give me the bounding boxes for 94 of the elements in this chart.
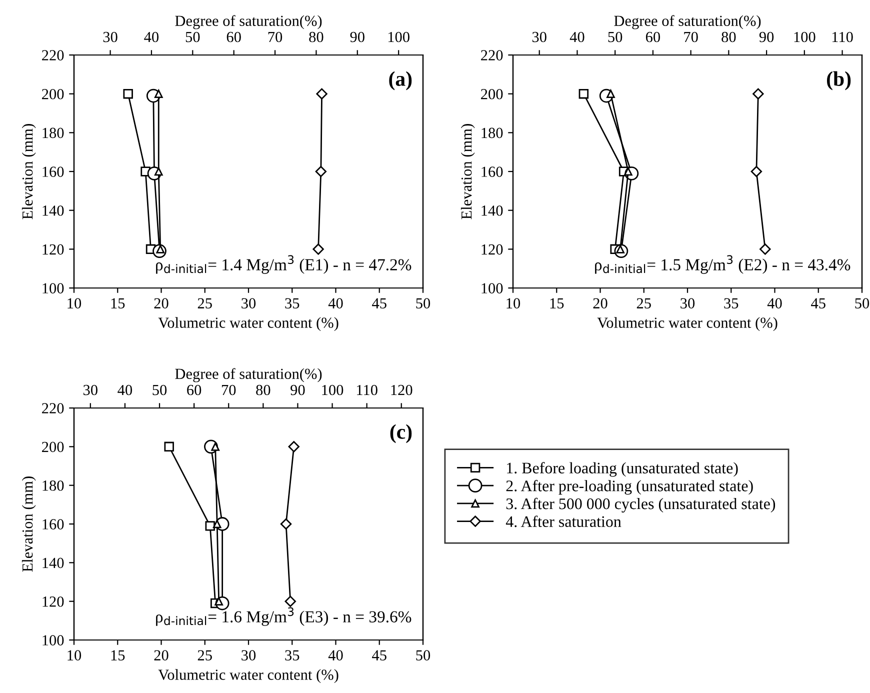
x2-tick-label: 110 xyxy=(832,32,853,42)
x-axis-title: Volumetric water content (%) xyxy=(158,669,338,683)
x2-tick-label: 80 xyxy=(256,384,270,396)
x2-tick-label: 50 xyxy=(152,384,167,396)
legend-label: 1. Before loading (unsaturated state) xyxy=(507,462,738,477)
x-axis-title: Volumetric water content (%) xyxy=(158,317,338,331)
annotation: (a) xyxy=(389,71,412,90)
x-tick-label: 20 xyxy=(154,298,168,308)
y-tick-label: 160 xyxy=(42,166,64,177)
x-tick-label: 50 xyxy=(416,298,430,308)
x2-tick-label: 100 xyxy=(322,384,344,396)
y-tick-label: 120 xyxy=(482,244,503,255)
x-tick-label: 20 xyxy=(154,650,168,660)
x2-tick-label: 50 xyxy=(608,32,622,42)
x2-tick-label: 50 xyxy=(186,32,200,42)
y-tick-label: 160 xyxy=(482,166,503,177)
x-tick-label: 45 xyxy=(372,298,386,308)
x-tick-label: 50 xyxy=(855,298,870,308)
y-tick-label: 200 xyxy=(481,88,503,100)
x2-axis-title: Degree of saturation(%) xyxy=(614,15,761,30)
x-tick-label: 15 xyxy=(111,650,125,660)
y-axis-title: Elevation (mm) xyxy=(22,124,36,220)
x2-tick-label: 60 xyxy=(187,384,202,396)
x-tick-label: 40 xyxy=(328,650,343,660)
x-tick-label: 25 xyxy=(636,298,651,308)
x-tick-label: 40 xyxy=(767,298,782,308)
y-tick-label: 180 xyxy=(42,480,64,491)
y-tick-label: 100 xyxy=(42,635,64,646)
y-tick-label: 120 xyxy=(42,244,64,255)
y-tick-label: 160 xyxy=(42,519,64,530)
x-tick-label: 45 xyxy=(811,298,826,308)
x2-tick-label: 90 xyxy=(759,32,774,42)
x2-tick-label: 40 xyxy=(570,32,584,42)
x-tick-label: 35 xyxy=(285,298,300,308)
x2-axis-title: Degree of saturation(%) xyxy=(175,15,322,30)
x2-tick-label: 80 xyxy=(722,32,736,42)
x2-tick-label: 30 xyxy=(84,384,98,396)
x2-tick-label: 60 xyxy=(646,32,660,42)
x2-tick-label: 100 xyxy=(388,32,410,42)
x-tick-label: 10 xyxy=(68,298,82,308)
x2-tick-label: 100 xyxy=(794,32,816,42)
x-tick-label: 15 xyxy=(550,298,564,308)
annotation: ρ$_{d-initial}$= 1.5 Mg/m$^{3}$ (E2) - n = 43.4% xyxy=(595,255,850,274)
x2-tick-label: 110 xyxy=(356,384,378,396)
x-tick-label: 10 xyxy=(68,650,82,660)
y-tick-label: 220 xyxy=(481,50,503,60)
x2-tick-label: 70 xyxy=(268,32,282,42)
x-tick-label: 30 xyxy=(242,650,256,660)
legend-label: 3. After 500 000 cycles (unsaturated state) xyxy=(506,498,776,513)
x-tick-label: 35 xyxy=(285,650,300,660)
legend-label: 4. After saturation xyxy=(506,516,622,528)
x-tick-label: 35 xyxy=(724,298,738,308)
x-tick-label: 25 xyxy=(198,298,212,308)
annotation: (b) xyxy=(826,71,851,90)
x2-tick-label: 60 xyxy=(226,32,241,42)
x-tick-label: 25 xyxy=(198,650,212,660)
x-tick-label: 10 xyxy=(506,298,520,308)
x-tick-label: 30 xyxy=(242,298,256,308)
y-tick-label: 140 xyxy=(482,205,503,216)
legend-label: 2. After pre-loading (unsaturated state) xyxy=(506,480,753,495)
y-tick-label: 140 xyxy=(42,558,64,568)
x-tick-label: 40 xyxy=(328,298,343,308)
x2-tick-label: 30 xyxy=(103,32,118,42)
y-tick-label: 100 xyxy=(482,283,503,294)
x2-tick-label: 40 xyxy=(144,32,159,42)
x2-tick-label: 40 xyxy=(118,384,132,396)
x-tick-label: 15 xyxy=(111,298,125,308)
x-tick-label: 45 xyxy=(372,650,386,660)
x-tick-label: 30 xyxy=(680,298,695,308)
x-tick-label: 20 xyxy=(593,298,608,308)
y-tick-label: 120 xyxy=(42,596,64,607)
x2-tick-label: 90 xyxy=(350,32,364,42)
x2-axis-title: Degree of saturation(%) xyxy=(175,368,322,382)
x2-tick-label: 120 xyxy=(391,384,412,396)
y-tick-label: 140 xyxy=(42,205,64,216)
y-tick-label: 100 xyxy=(42,283,64,294)
annotation: ρ$_{d-initial}$= 1.6 Mg/m$^{3}$ (E3) - n = 39.6% xyxy=(156,607,412,626)
annotation: ρ$_{d-initial}$= 1.4 Mg/m$^{3}$ (E1) - n = 47.2% xyxy=(156,255,412,274)
y-tick-label: 220 xyxy=(42,403,64,414)
y-tick-label: 220 xyxy=(42,50,64,60)
x2-tick-label: 80 xyxy=(309,32,324,42)
y-tick-label: 180 xyxy=(482,128,503,138)
y-axis-title: Elevation (mm) xyxy=(460,124,475,220)
y-tick-label: 200 xyxy=(42,88,64,100)
x2-tick-label: 70 xyxy=(222,384,236,396)
x2-tick-label: 90 xyxy=(290,384,305,396)
annotation: (c) xyxy=(390,424,412,444)
x-axis-title: Volumetric water content (%) xyxy=(597,317,778,331)
y-axis-title: Elevation (mm) xyxy=(22,476,36,572)
y-tick-label: 180 xyxy=(42,128,64,138)
x2-tick-label: 30 xyxy=(532,32,546,42)
x2-tick-label: 70 xyxy=(684,32,698,42)
y-tick-label: 200 xyxy=(42,442,64,452)
x-tick-label: 50 xyxy=(416,650,430,660)
